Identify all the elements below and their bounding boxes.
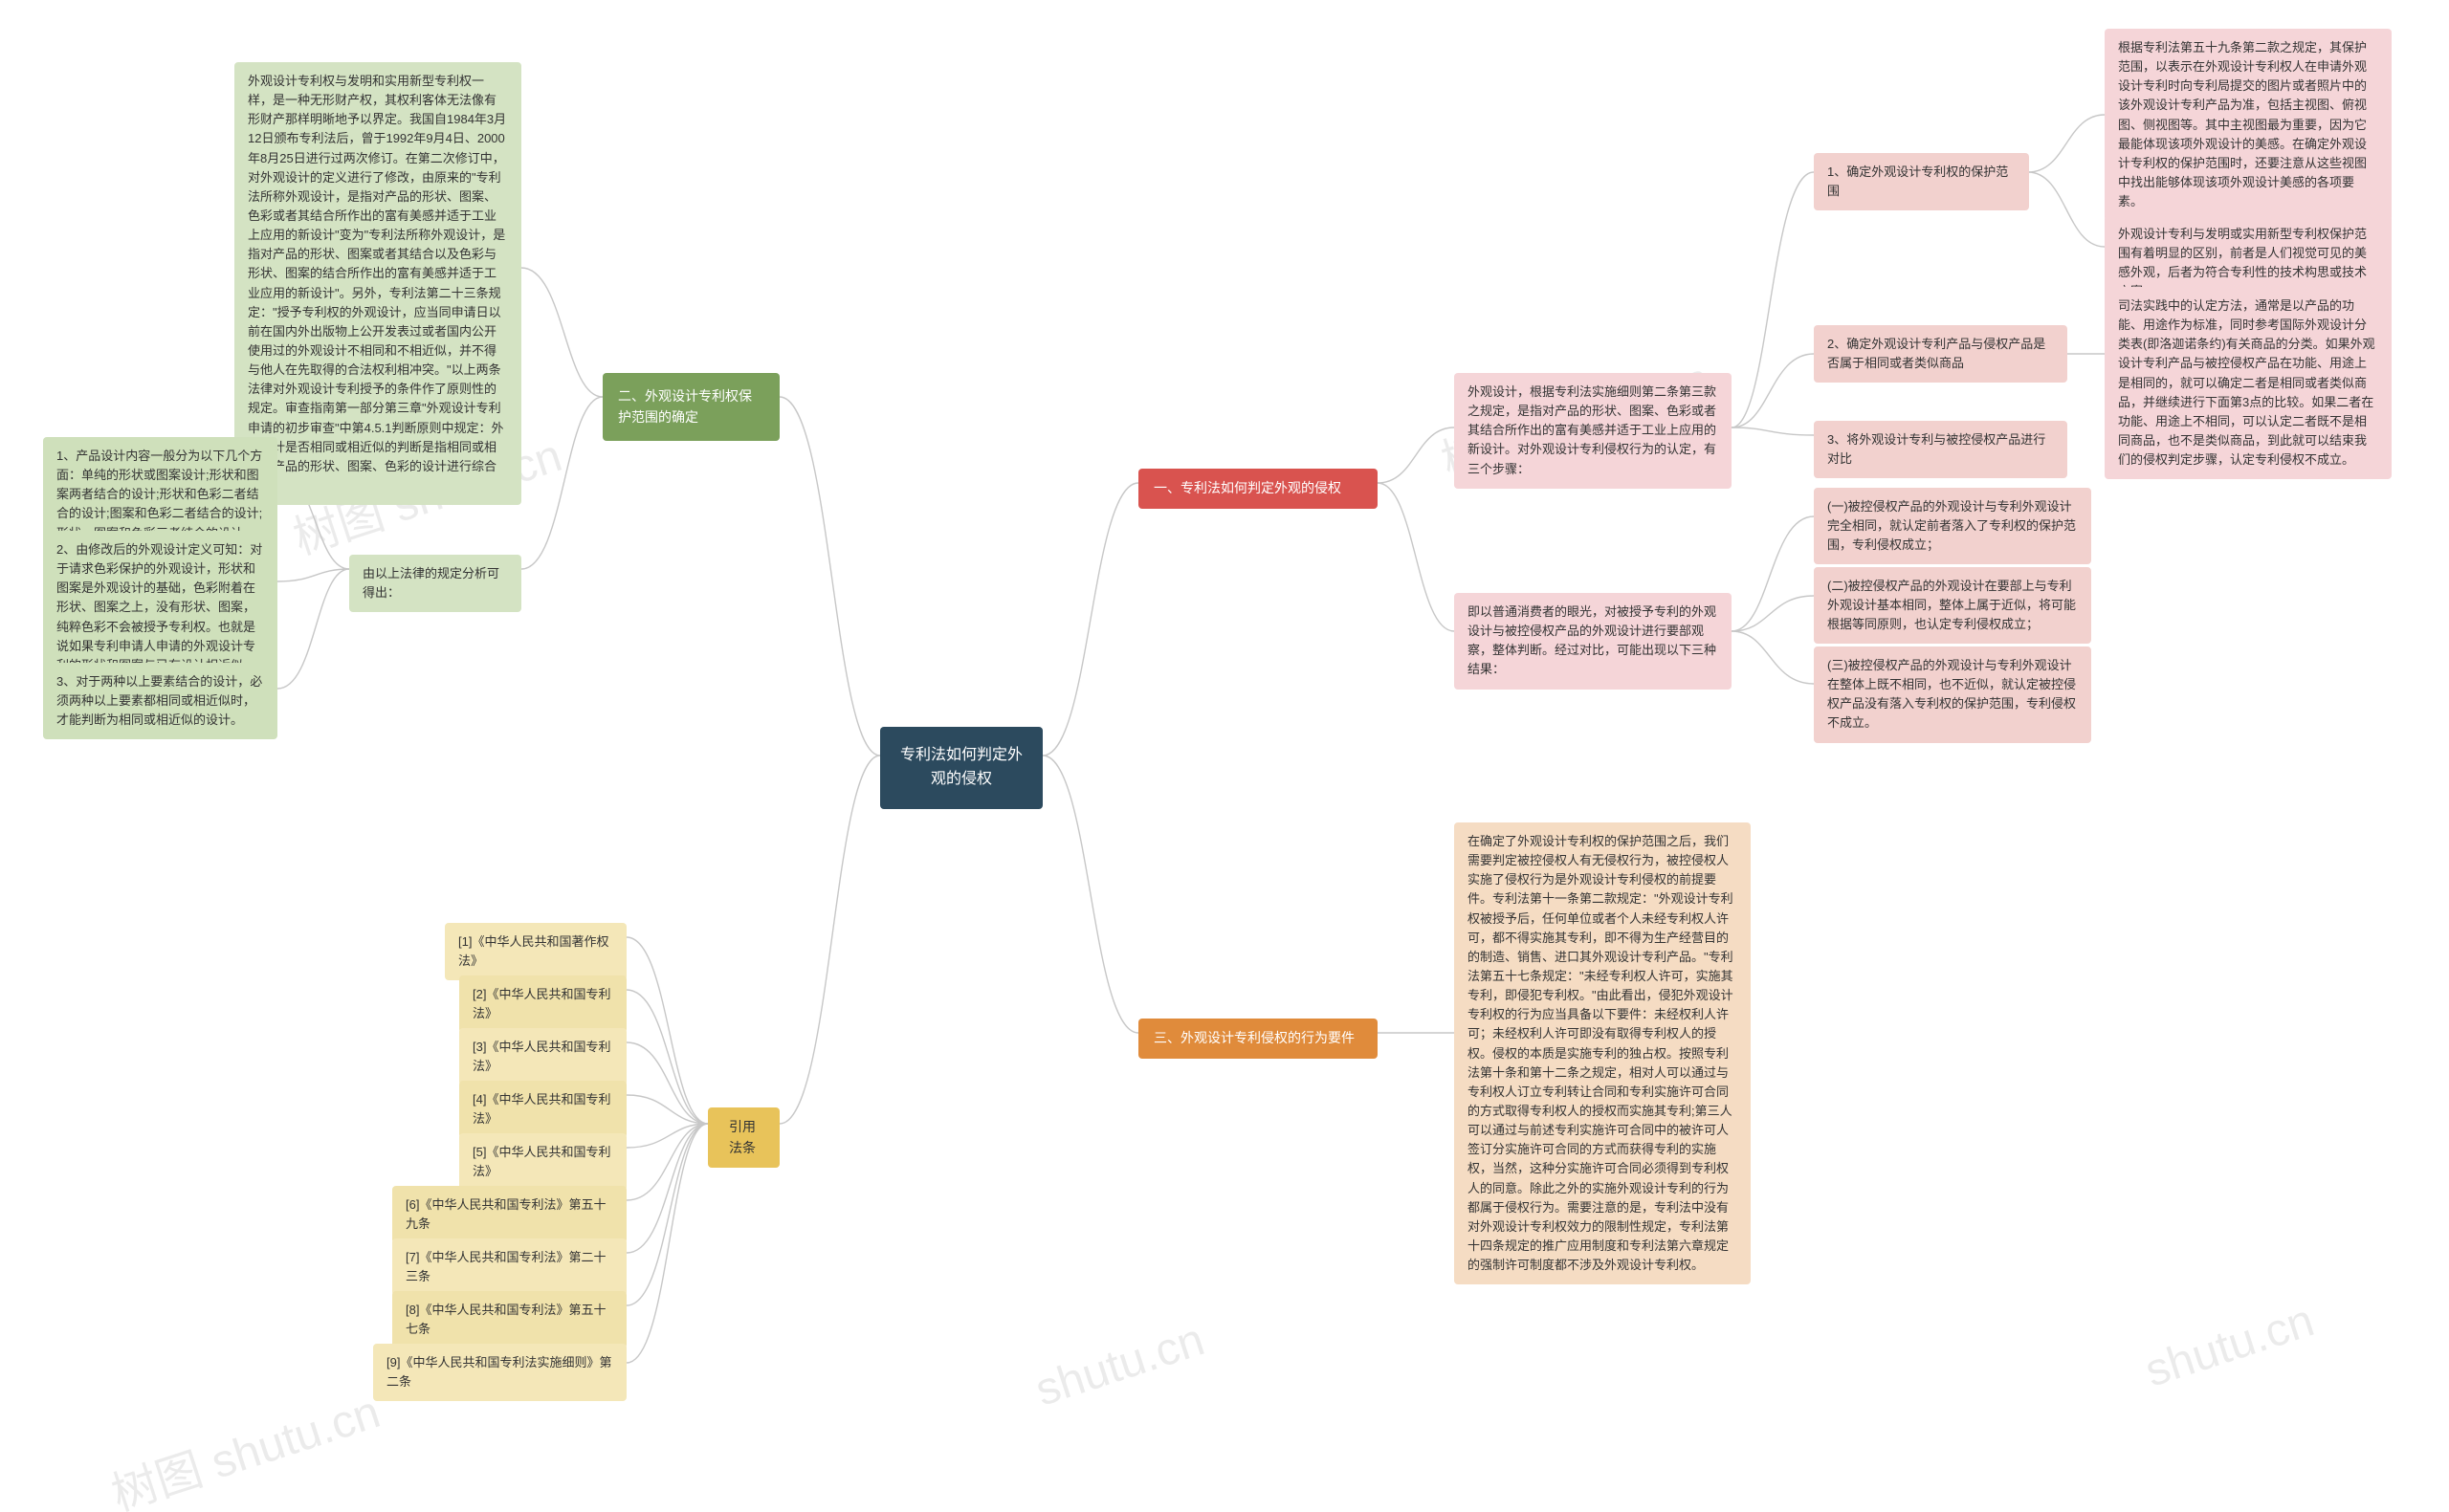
branch-refs: 引用法条 — [708, 1107, 780, 1168]
branch-2: 二、外观设计专利权保护范围的确定 — [603, 373, 780, 441]
b1-compare-a: (一)被控侵权产品的外观设计与专利外观设计完全相同，就认定前者落入了专利权的保护… — [1814, 488, 2091, 564]
branch-1: 一、专利法如何判定外观的侵权 — [1138, 469, 1378, 509]
ref-item: [6]《中华人民共和国专利法》第五十九条 — [392, 1186, 627, 1243]
watermark: shutu.cn — [1029, 1313, 1211, 1416]
ref-item: [3]《中华人民共和国专利法》 — [459, 1028, 627, 1085]
b1-step3: 3、将外观设计专利与被控侵权产品进行对比 — [1814, 421, 2067, 478]
b2-bignote: 外观设计专利权与发明和实用新型专利权一样，是一种无形财产权，其权利客体无法像有形… — [234, 62, 521, 505]
b3-note: 在确定了外观设计专利权的保护范围之后，我们需要判定被控侵权人有无侵权行为，被控侵… — [1454, 822, 1751, 1284]
b1-compare-c: (三)被控侵权产品的外观设计与专利外观设计在整体上既不相同，也不近似，就认定被控… — [1814, 646, 2091, 743]
b1-step2: 2、确定外观设计专利产品与侵权产品是否属于相同或者类似商品 — [1814, 325, 2067, 383]
b1-compare-b: (二)被控侵权产品的外观设计在要部上与专利外观设计基本相同，整体上属于近似，将可… — [1814, 567, 2091, 644]
b1-step1: 1、确定外观设计专利权的保护范围 — [1814, 153, 2029, 210]
b1-step2-note: 司法实践中的认定方法，通常是以产品的功能、用途作为标准，同时参考国际外观设计分类… — [2105, 287, 2392, 479]
ref-item: [9]《中华人民共和国专利法实施细则》第二条 — [373, 1344, 627, 1401]
watermark: shutu.cn — [2139, 1294, 2321, 1397]
root-node: 专利法如何判定外观的侵权 — [880, 727, 1043, 809]
b2-analysis-c: 3、对于两种以上要素结合的设计，必须两种以上要素都相同或相近似时，才能判断为相同… — [43, 663, 277, 739]
ref-item: [4]《中华人民共和国专利法》 — [459, 1081, 627, 1138]
ref-item: [8]《中华人民共和国专利法》第五十七条 — [392, 1291, 627, 1348]
ref-item: [5]《中华人民共和国专利法》 — [459, 1133, 627, 1191]
b2-analysis-label: 由以上法律的规定分析可得出： — [349, 555, 521, 612]
b1-intro: 外观设计，根据专利法实施细则第二条第三款之规定，是指对产品的形状、图案、色彩或者… — [1454, 373, 1732, 489]
watermark: 树图 shutu.cn — [101, 1374, 386, 1512]
ref-item: [1]《中华人民共和国著作权法》 — [445, 923, 627, 980]
b1-compare-intro: 即以普通消费者的眼光，对被授予专利的外观设计与被控侵权产品的外观设计进行要部观察… — [1454, 593, 1732, 690]
ref-item: [7]《中华人民共和国专利法》第二十三条 — [392, 1238, 627, 1296]
b1-step1-note-a: 根据专利法第五十九条第二款之规定，其保护范围，以表示在外观设计专利权人在申请外观… — [2105, 29, 2392, 221]
ref-item: [2]《中华人民共和国专利法》 — [459, 975, 627, 1033]
branch-3: 三、外观设计专利侵权的行为要件 — [1138, 1019, 1378, 1059]
